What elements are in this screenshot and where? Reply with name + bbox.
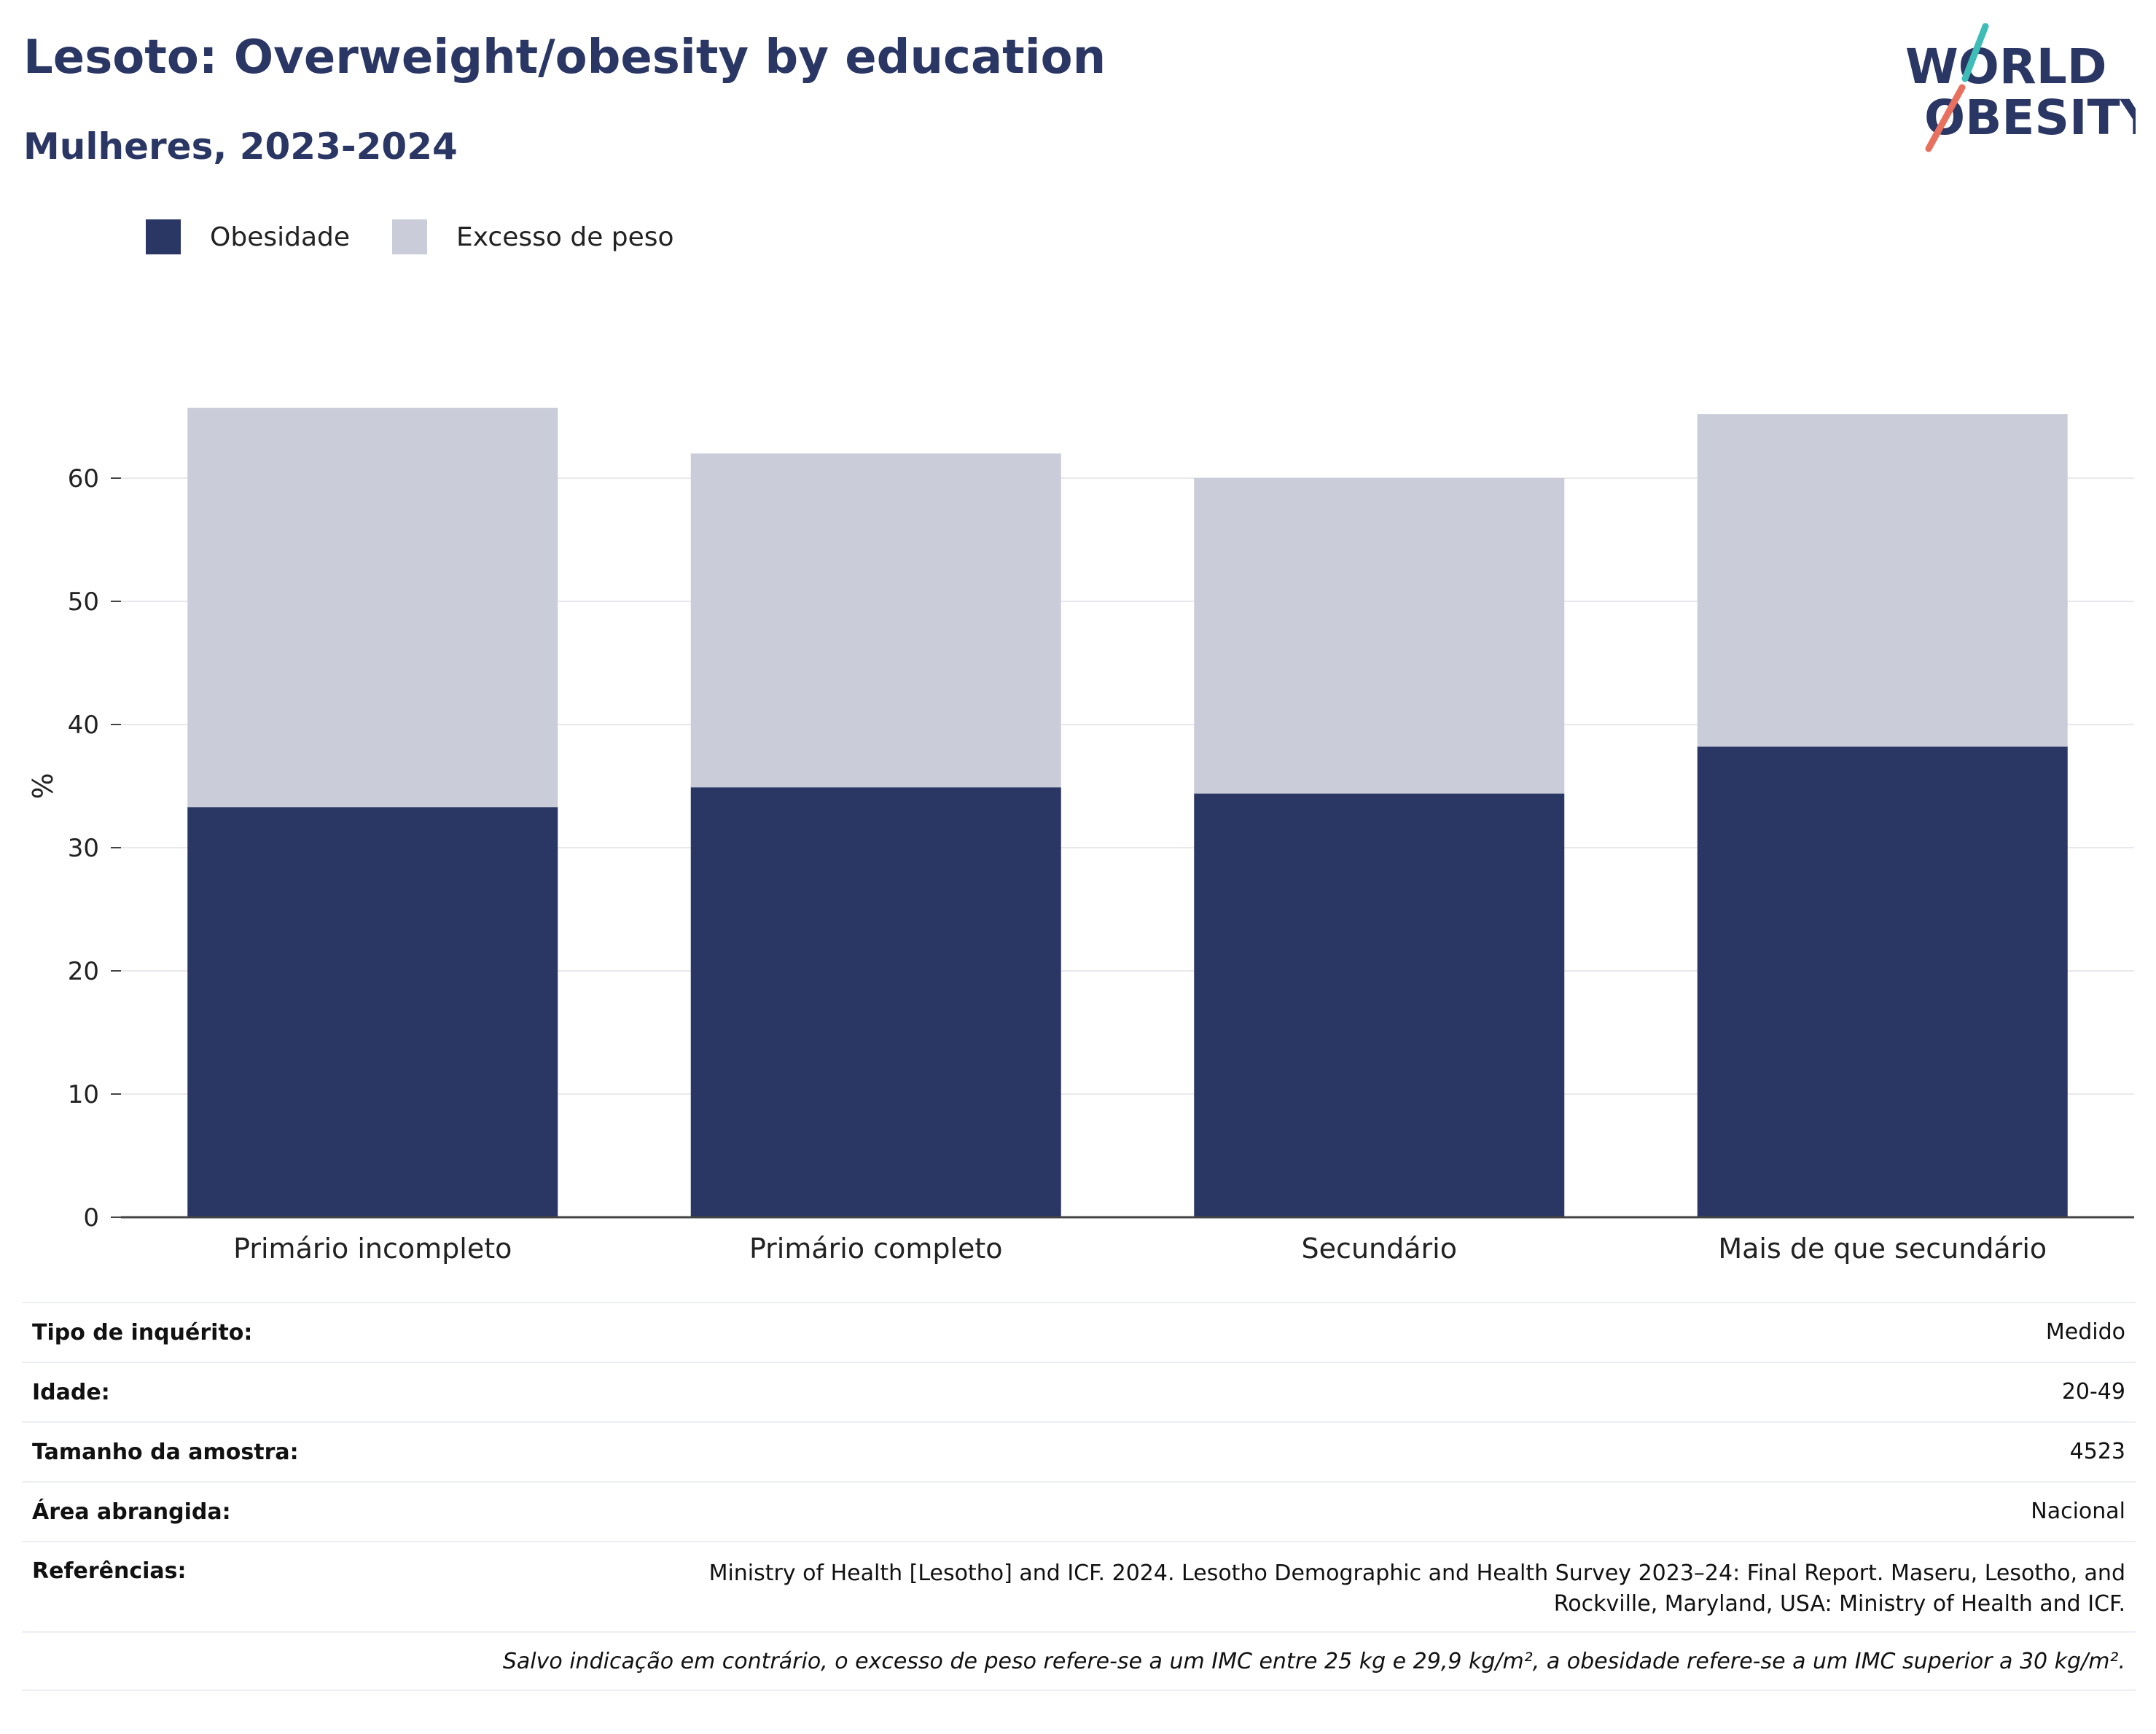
info-value: 20-49 — [2061, 1379, 2125, 1405]
definition-note: Salvo indicação em contrário, o excesso … — [502, 1648, 2125, 1674]
chart-legend: Obesidade Excesso de peso — [146, 219, 716, 255]
info-row-area: Área abrangida: Nacional — [22, 1481, 2136, 1541]
legend-swatch-obesity — [146, 219, 181, 254]
legend-item-obesity: Obesidade — [146, 219, 350, 254]
info-label: Idade: — [32, 1379, 110, 1405]
info-label: Tamanho da amostra: — [32, 1439, 299, 1465]
bar-obesity — [1697, 746, 2068, 1217]
info-row-sample-size: Tamanho da amostra: 4523 — [22, 1421, 2136, 1481]
info-row-note: Salvo indicação em contrário, o excesso … — [22, 1631, 2136, 1691]
x-tick-label: Primário completo — [749, 1233, 1003, 1265]
info-value: 4523 — [2069, 1439, 2125, 1464]
info-row-references: Referências: Ministry of Health [Lesotho… — [22, 1541, 2136, 1631]
info-row-survey-type: Tipo de inquérito: Medido — [22, 1302, 2136, 1362]
x-tick-label: Primário incompleto — [233, 1233, 512, 1265]
references-text: Ministry of Health [Lesotho] and ICF. 20… — [709, 1558, 2125, 1620]
logo-text-world: WORLD — [1905, 39, 2107, 95]
bar-obesity — [187, 807, 558, 1217]
bar-overweight — [1697, 414, 2068, 747]
world-obesity-logo: WORLD OBESITY — [1905, 23, 2136, 152]
info-value: Nacional — [2031, 1499, 2125, 1524]
bar-obesity — [1194, 793, 1565, 1217]
x-tick-label: Mais de que secundário — [1718, 1233, 2047, 1265]
info-label: Referências: — [32, 1558, 187, 1584]
references-line-2: Rockville, Maryland, USA: Ministry of He… — [1553, 1591, 2125, 1617]
survey-info-table: Tipo de inquérito: Medido Idade: 20-49 T… — [22, 1302, 2136, 1691]
bar-overweight — [1194, 478, 1565, 794]
bar-overweight — [690, 453, 1061, 788]
y-axis-title: % — [27, 773, 59, 799]
y-tick-label: 40 — [68, 711, 99, 740]
logo-slash-teal — [1961, 23, 1989, 82]
y-tick-label: 60 — [68, 464, 99, 493]
info-label: Área abrangida: — [32, 1499, 231, 1525]
stacked-bar-chart: 0 10 20 30 40 50 60% Primário incompleto Primári… — [27, 407, 2134, 1265]
legend-item-overweight: Excesso de peso — [392, 219, 674, 254]
chart-subtitle: Mulheres, 2023-2024 — [23, 125, 458, 168]
info-value: Medido — [2045, 1319, 2125, 1345]
logo-slash-coral — [1925, 84, 1966, 152]
y-tick-label: 50 — [68, 587, 99, 617]
references-line-1: Ministry of Health [Lesotho] and ICF. 20… — [708, 1561, 2125, 1586]
y-tick-label: 20 — [68, 957, 99, 986]
bar-overweight — [187, 407, 558, 808]
y-tick-label: 0 — [83, 1203, 99, 1233]
y-tick-label: 10 — [68, 1080, 99, 1109]
x-tick-label: Secundário — [1302, 1233, 1457, 1265]
chart-title: Lesoto: Overweight/obesity by education — [23, 31, 1106, 85]
legend-label-overweight: Excesso de peso — [456, 222, 674, 252]
legend-swatch-overweight — [392, 219, 428, 254]
info-label: Tipo de inquérito: — [32, 1319, 253, 1346]
info-row-age: Idade: 20-49 — [22, 1362, 2136, 1421]
y-tick-label: 30 — [68, 834, 99, 863]
legend-label-obesity: Obesidade — [210, 222, 351, 252]
bar-obesity — [690, 787, 1061, 1217]
